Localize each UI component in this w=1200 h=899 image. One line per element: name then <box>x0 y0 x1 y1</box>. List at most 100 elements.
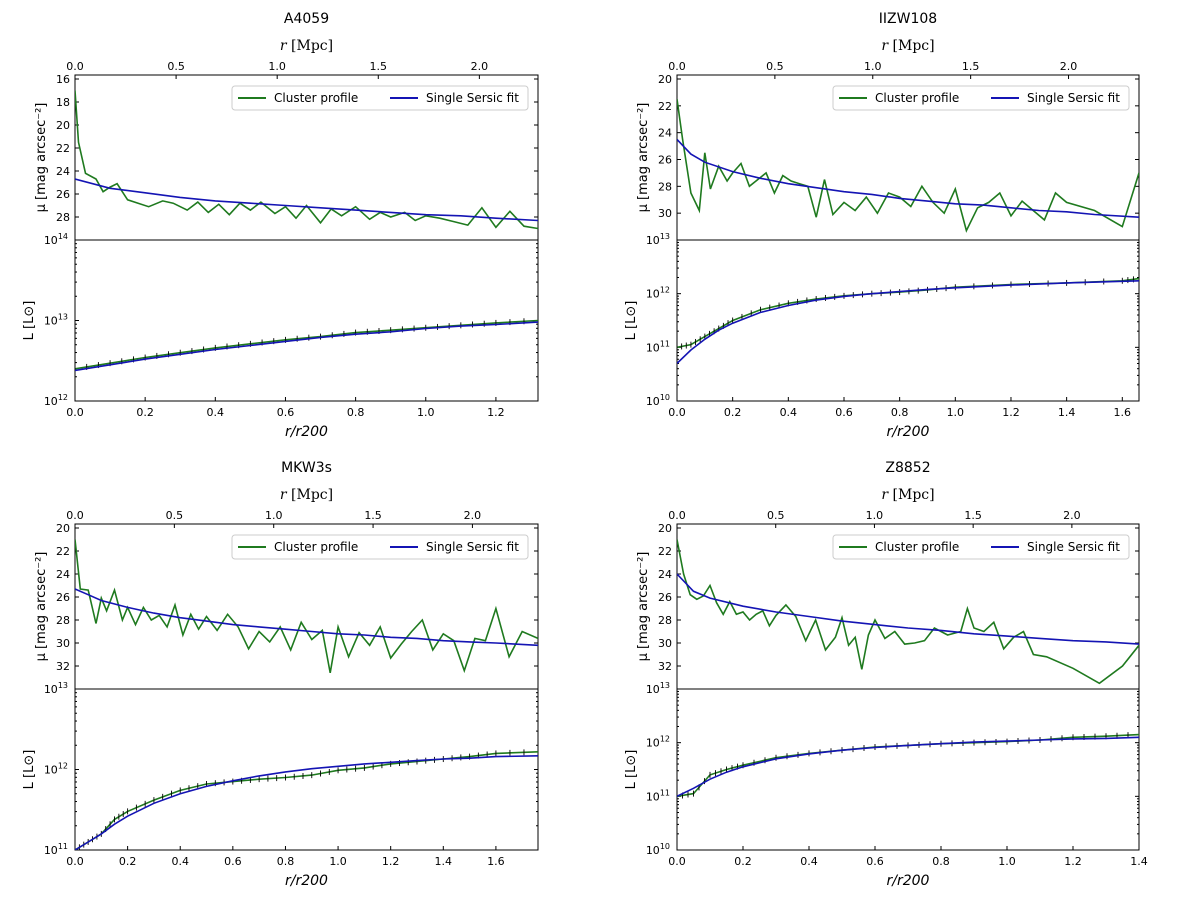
mu-ytick-label: 30 <box>56 637 70 650</box>
mu-ytick-label: 28 <box>56 211 70 224</box>
l-xtick-label: 0.6 <box>277 406 295 419</box>
mu-profile-line <box>677 98 1139 233</box>
mu-axis-label: μ [mag arcsec⁻²] <box>636 552 651 662</box>
l-xtick-label: 1.4 <box>435 855 453 868</box>
mu-ytick-label: 20 <box>56 119 70 132</box>
mu-ytick-label: 30 <box>658 207 672 220</box>
l-xtick-label: 1.0 <box>329 855 347 868</box>
l-xtick-label: 0.4 <box>800 855 818 868</box>
top-axis-label: r [Mpc] <box>280 487 333 503</box>
l-xtick-label: 0.0 <box>66 406 84 419</box>
mu-ytick-label: 32 <box>56 660 70 673</box>
l-ytick-base: 10 <box>646 341 660 354</box>
l-fit-line <box>75 321 538 372</box>
l-ytick-label: 1011 <box>646 788 670 803</box>
top-axis-label-var: r <box>881 38 889 54</box>
top-axis-label: r [Mpc] <box>881 38 934 54</box>
top-axis-label: r [Mpc] <box>881 487 934 503</box>
l-xtick-label: 1.2 <box>1064 855 1082 868</box>
l-xtick-label: 0.2 <box>724 406 742 419</box>
l-ytick-base: 10 <box>44 315 58 328</box>
l-ytick-exp: 13 <box>58 681 68 690</box>
l-xtick-label: 0.8 <box>932 855 950 868</box>
mu-ytick-label: 24 <box>56 568 70 581</box>
l-ytick-exp: 13 <box>660 232 670 241</box>
mu-ytick-label: 22 <box>56 142 70 155</box>
l-ytick-base: 10 <box>646 737 660 750</box>
panel-title: IIZW108 <box>879 11 937 27</box>
l-panel-frame <box>74 239 539 402</box>
l-xtick-label: 0.0 <box>66 855 84 868</box>
l-ytick-exp: 11 <box>660 788 670 797</box>
l-xtick-label: 0.8 <box>891 406 909 419</box>
l-panel-frame <box>676 688 1140 851</box>
top-tick-label: 0.5 <box>766 60 784 73</box>
l-ytick-base: 10 <box>646 234 660 247</box>
l-ytick-base: 10 <box>44 683 58 696</box>
l-ytick-label: 1013 <box>646 681 670 696</box>
l-xtick-label: 1.6 <box>487 855 505 868</box>
l-ytick-base: 10 <box>646 683 660 696</box>
bottom-axis-label: r/r200 <box>285 424 328 440</box>
mu-axis-label: μ [mag arcsec⁻²] <box>636 103 651 213</box>
legend-box <box>832 85 1130 111</box>
mu-ytick-label: 26 <box>658 154 672 167</box>
l-xtick-label: 0.2 <box>734 855 752 868</box>
l-fit-line <box>677 280 1139 364</box>
l-xtick-label: 1.0 <box>947 406 965 419</box>
l-xtick-label: 0.8 <box>277 855 295 868</box>
l-ytick-label: 1013 <box>646 232 670 247</box>
mu-ytick-label: 24 <box>658 568 672 581</box>
top-axis-label-var: r <box>280 38 288 54</box>
l-axis-label: L [L⊙] <box>624 301 639 341</box>
mu-profile-line <box>75 539 538 674</box>
l-profile-line <box>75 319 538 370</box>
l-ytick-label: 1010 <box>646 393 670 408</box>
mu-fit-line <box>75 178 538 222</box>
legend-box <box>231 85 529 111</box>
mu-ytick-label: 24 <box>658 127 672 140</box>
legend-fit-label: Single Sersic fit <box>426 91 519 105</box>
l-ytick-label: 1012 <box>646 286 670 301</box>
mu-ytick-label: 26 <box>658 591 672 604</box>
l-xtick-label: 0.4 <box>207 406 225 419</box>
top-tick-label: 0.0 <box>66 60 84 73</box>
l-ytick-base: 10 <box>646 844 660 857</box>
mu-ytick-label: 20 <box>658 522 672 535</box>
top-tick-label: 0.0 <box>66 509 84 522</box>
l-ytick-label: 1012 <box>44 393 68 408</box>
top-tick-label: 1.5 <box>962 60 980 73</box>
top-tick-label: 0.0 <box>668 60 686 73</box>
l-xtick-label: 1.2 <box>382 855 400 868</box>
legend-profile-label: Cluster profile <box>274 540 358 554</box>
mu-ytick-label: 26 <box>56 591 70 604</box>
l-ytick-label: 1011 <box>646 339 670 354</box>
l-ytick-base: 10 <box>44 234 58 247</box>
l-ytick-exp: 10 <box>660 842 670 851</box>
top-tick-label: 1.0 <box>265 509 283 522</box>
mu-ytick-label: 28 <box>658 614 672 627</box>
panel-z8852: Z8852 r [Mpc] 0.0 0.5 1.0 1.5 2.0 20 22 24 26 28 30 3… <box>624 460 1148 889</box>
l-axis-label: L [L⊙] <box>22 301 37 341</box>
mu-ytick-label: 28 <box>56 614 70 627</box>
top-tick-label: 1.5 <box>964 509 982 522</box>
top-axis-label-unit: [Mpc] <box>287 487 334 503</box>
l-ytick-exp: 11 <box>660 339 670 348</box>
l-xtick-label: 1.6 <box>1114 406 1132 419</box>
top-axis-label-unit: [Mpc] <box>888 38 935 54</box>
legend-fit-label: Single Sersic fit <box>426 540 519 554</box>
panel-title: Z8852 <box>885 460 930 476</box>
l-xtick-label: 0.8 <box>347 406 365 419</box>
l-ytick-exp: 13 <box>660 681 670 690</box>
panel-title: MKW3s <box>281 460 332 476</box>
l-ytick-exp: 10 <box>660 393 670 402</box>
l-ytick-exp: 11 <box>58 842 68 851</box>
l-ytick-exp: 12 <box>660 735 670 744</box>
bottom-axis-label: r/r200 <box>285 873 328 889</box>
top-tick-label: 1.0 <box>268 60 286 73</box>
legend-fit-label: Single Sersic fit <box>1027 540 1120 554</box>
panel-a4059: A4059 r [Mpc] 0.0 0.5 1.0 1.5 2.0 16 18 20 22 24 26 2… <box>22 11 539 440</box>
top-tick-label: 2.0 <box>464 509 482 522</box>
l-ytick-label: 1013 <box>44 313 68 328</box>
legend-profile-label: Cluster profile <box>875 540 959 554</box>
